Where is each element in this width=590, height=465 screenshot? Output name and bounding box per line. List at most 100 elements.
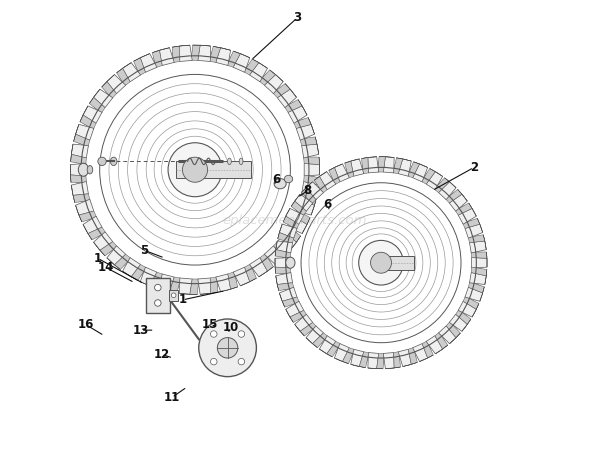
Polygon shape	[300, 203, 309, 211]
Polygon shape	[485, 270, 487, 285]
Polygon shape	[436, 182, 445, 191]
Polygon shape	[371, 162, 376, 170]
Polygon shape	[70, 164, 86, 176]
Polygon shape	[480, 287, 484, 301]
Polygon shape	[219, 277, 227, 286]
Text: 6: 6	[323, 198, 332, 211]
Polygon shape	[296, 206, 304, 214]
Polygon shape	[350, 159, 364, 176]
Polygon shape	[288, 216, 307, 233]
Polygon shape	[462, 319, 471, 331]
Polygon shape	[136, 266, 145, 276]
Polygon shape	[275, 241, 277, 256]
Polygon shape	[90, 97, 105, 113]
Polygon shape	[245, 63, 254, 73]
Polygon shape	[398, 159, 411, 176]
Polygon shape	[414, 162, 428, 167]
Polygon shape	[237, 59, 245, 69]
Polygon shape	[192, 50, 198, 58]
Polygon shape	[301, 188, 316, 204]
Polygon shape	[159, 274, 174, 292]
Ellipse shape	[87, 166, 93, 174]
Polygon shape	[288, 298, 297, 306]
Circle shape	[371, 252, 392, 273]
Polygon shape	[227, 51, 240, 67]
Text: 5: 5	[140, 244, 148, 257]
Polygon shape	[306, 176, 314, 182]
Polygon shape	[71, 154, 86, 165]
Polygon shape	[304, 175, 319, 185]
Polygon shape	[283, 216, 299, 229]
Polygon shape	[379, 157, 394, 158]
Polygon shape	[71, 185, 75, 203]
Polygon shape	[307, 166, 314, 173]
Polygon shape	[301, 182, 313, 193]
Polygon shape	[346, 166, 353, 176]
Polygon shape	[201, 50, 208, 59]
Circle shape	[168, 143, 222, 197]
Polygon shape	[438, 326, 456, 344]
Polygon shape	[276, 252, 289, 265]
Polygon shape	[304, 157, 320, 165]
Polygon shape	[311, 187, 320, 196]
Polygon shape	[117, 68, 130, 86]
Polygon shape	[329, 167, 340, 185]
Polygon shape	[101, 81, 116, 99]
Polygon shape	[74, 134, 90, 146]
Polygon shape	[401, 352, 408, 361]
Circle shape	[211, 331, 217, 337]
Polygon shape	[458, 301, 476, 317]
Polygon shape	[274, 241, 289, 258]
Polygon shape	[140, 267, 157, 286]
Polygon shape	[296, 120, 306, 128]
Polygon shape	[296, 312, 304, 320]
Text: 15: 15	[202, 318, 218, 331]
Polygon shape	[198, 45, 211, 61]
Polygon shape	[254, 68, 263, 78]
Polygon shape	[354, 164, 360, 173]
FancyBboxPatch shape	[176, 161, 251, 178]
Polygon shape	[228, 56, 237, 65]
Polygon shape	[278, 232, 294, 244]
Polygon shape	[317, 182, 326, 191]
Polygon shape	[412, 344, 428, 362]
Polygon shape	[324, 339, 332, 348]
Polygon shape	[403, 362, 417, 366]
Polygon shape	[100, 242, 117, 256]
Circle shape	[155, 300, 161, 306]
Polygon shape	[442, 187, 451, 196]
Polygon shape	[445, 189, 462, 203]
Polygon shape	[416, 169, 424, 179]
Polygon shape	[298, 100, 307, 115]
Polygon shape	[201, 281, 208, 289]
Polygon shape	[76, 157, 84, 164]
Polygon shape	[123, 63, 140, 82]
Polygon shape	[283, 236, 291, 242]
Polygon shape	[301, 144, 319, 158]
Ellipse shape	[228, 158, 231, 165]
Polygon shape	[311, 329, 320, 339]
Polygon shape	[445, 178, 456, 188]
Polygon shape	[259, 70, 276, 85]
Polygon shape	[105, 243, 115, 252]
Polygon shape	[105, 87, 115, 96]
Polygon shape	[154, 56, 162, 65]
Polygon shape	[81, 203, 90, 211]
Polygon shape	[192, 281, 198, 289]
Polygon shape	[80, 106, 88, 122]
Polygon shape	[290, 236, 301, 250]
Polygon shape	[421, 168, 435, 184]
Polygon shape	[291, 111, 301, 120]
Polygon shape	[311, 198, 316, 215]
Polygon shape	[302, 218, 310, 233]
Ellipse shape	[274, 179, 286, 189]
Polygon shape	[306, 338, 317, 348]
Polygon shape	[455, 310, 471, 324]
Text: 11: 11	[163, 391, 180, 404]
Polygon shape	[254, 261, 263, 271]
FancyBboxPatch shape	[146, 278, 170, 313]
Polygon shape	[253, 59, 267, 68]
Circle shape	[238, 359, 245, 365]
Polygon shape	[308, 118, 314, 134]
Polygon shape	[76, 205, 82, 222]
